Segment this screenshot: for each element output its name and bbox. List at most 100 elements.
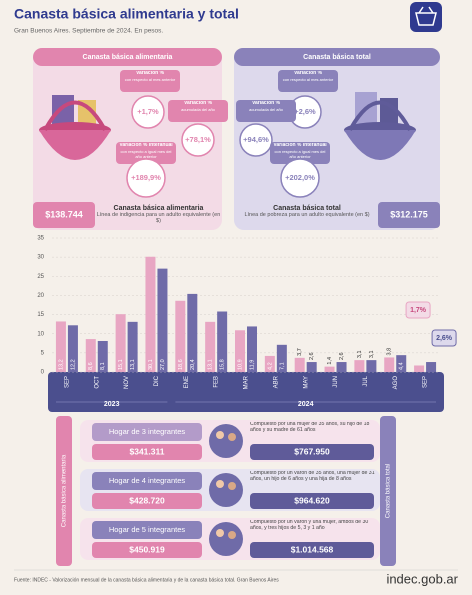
bubble-label-bg [120, 70, 180, 92]
value-label: 13,1 [130, 359, 136, 370]
household-desc: Compuesto por una mujer de 35 años, su h… [250, 422, 370, 433]
line-desc-box: Línea de pobreza para un adulto equivale… [244, 212, 369, 218]
bubble-label-bg [270, 142, 330, 164]
x-tick-label: JUL [363, 375, 369, 386]
bar [276, 344, 287, 372]
panel-title: Canasta básica alimentaria [83, 54, 173, 61]
y-tick-label: 20 [37, 293, 44, 299]
basket-illustration [39, 95, 111, 160]
side-bar [380, 416, 396, 566]
y-tick-label: 0 [41, 370, 45, 376]
amount: $312.175 [390, 209, 428, 219]
callout-bg [431, 329, 457, 347]
household-desc: Compuesto por un varón de 35 años, una m… [250, 471, 375, 482]
value-label: 13,1 [208, 359, 214, 370]
side-label: Canasta básica alimentaria [62, 454, 68, 527]
value-label: 4,4 [399, 362, 405, 370]
value-label: 3,1 [369, 350, 375, 358]
bubble-label-bg [278, 70, 338, 92]
bubble-label-box: Variación % [135, 71, 165, 76]
bubble-label-bg [168, 100, 228, 122]
bubble-label-box: Variación % [183, 101, 213, 106]
value-label: 18,6 [178, 359, 184, 370]
x-tick-label: NOV [124, 376, 130, 389]
bubble-label: Variación % [135, 71, 165, 76]
bar [384, 357, 395, 372]
value-label: 3,1 [357, 350, 363, 358]
x-tick-label: ABR [273, 375, 279, 388]
value-label: 8,1 [100, 362, 106, 370]
amount-bg [33, 202, 95, 228]
household-desc-box: Compuesto por una mujer de 35 años, su h… [250, 422, 370, 433]
household-cba: $428.720 [129, 495, 165, 505]
bubble-note: con respecto al mes anterior [124, 78, 176, 82]
value-label: 11,9 [249, 360, 255, 370]
bubble-value: +1,7% [137, 107, 159, 116]
bubble-label: Variación % [293, 71, 323, 76]
bubble-value: +189,9% [131, 173, 161, 182]
panel-left-header [33, 48, 222, 66]
bubble-note: acumulada del año [249, 108, 283, 112]
bubble [181, 123, 215, 157]
household-desc-box: Compuesto por un varón de 35 años, una m… [250, 471, 375, 482]
bubble-note: con respecto a igual mes del año anterio… [274, 150, 326, 159]
x-tick-label: SEP [65, 376, 71, 388]
y-tick-label: 30 [37, 255, 44, 261]
x-tick-label: DIC [154, 375, 160, 386]
value-label: 2,6 [309, 352, 315, 360]
household-name-bg [92, 521, 202, 539]
amount-bg [378, 202, 440, 228]
bubble-label: Variación % interanual [119, 143, 173, 148]
household-name: Hogar de 5 integrantes [109, 525, 186, 534]
household-name: Hogar de 4 integrantes [109, 476, 186, 485]
household-cba: $450.919 [129, 544, 165, 554]
value-label: 1,4 [327, 357, 333, 365]
bar [205, 321, 216, 372]
footer-source: Fuente: INDEC - Valorización mensual de … [14, 577, 279, 583]
family-icon-head [228, 433, 236, 441]
bubble-note-box: con respecto al mes anterior [283, 78, 333, 82]
logo-icon [410, 2, 442, 32]
bar [85, 339, 96, 372]
bar [426, 362, 437, 372]
x-tick-label: SEP [423, 376, 429, 388]
x-tick-label: AGO [393, 376, 399, 390]
bar [366, 360, 377, 372]
family-icon-head [228, 531, 236, 539]
bar [127, 321, 138, 372]
bubble-label: Variación % [251, 101, 281, 106]
title: Canasta básica alimentaria y total [14, 6, 239, 22]
family-icon [209, 522, 243, 556]
y-tick-label: 5 [41, 350, 45, 356]
bar [247, 326, 257, 372]
bar [336, 362, 347, 372]
bubble-label: Variación % interanual [273, 143, 327, 148]
cba-bg [92, 542, 202, 558]
panel-right-header [234, 48, 440, 66]
year-label: 2024 [298, 401, 314, 408]
household-cba: $341.311 [130, 446, 165, 456]
bubble-label-box: Variación % interanual [119, 143, 173, 148]
line-title: Canasta básica alimentaria [114, 205, 204, 212]
bar [97, 340, 108, 372]
x-tick-label: OCT [94, 376, 100, 389]
value-label: 30,1 [148, 359, 154, 370]
bar [324, 366, 335, 372]
bubble-label-box: Variación % interanual [273, 143, 327, 148]
cba-bg [92, 493, 202, 509]
value-label: 12,2 [70, 359, 76, 370]
bar [157, 268, 168, 372]
y-tick-label: 25 [37, 274, 44, 280]
bar [235, 330, 245, 372]
bubble-note-box: con respecto al mes anterior [124, 78, 176, 82]
bubble-value: +78,1% [185, 135, 211, 144]
household-cbt: $964.620 [294, 495, 330, 505]
bar [306, 362, 317, 372]
bubble-label: Variación % [183, 101, 213, 106]
bubble-value: +2,6% [294, 107, 316, 116]
household-cbt: $1.014.568 [291, 544, 334, 554]
family-icon [209, 424, 243, 458]
x-tick-label: MAY [303, 376, 309, 389]
bubble-note-box: acumulada del año [249, 108, 283, 112]
